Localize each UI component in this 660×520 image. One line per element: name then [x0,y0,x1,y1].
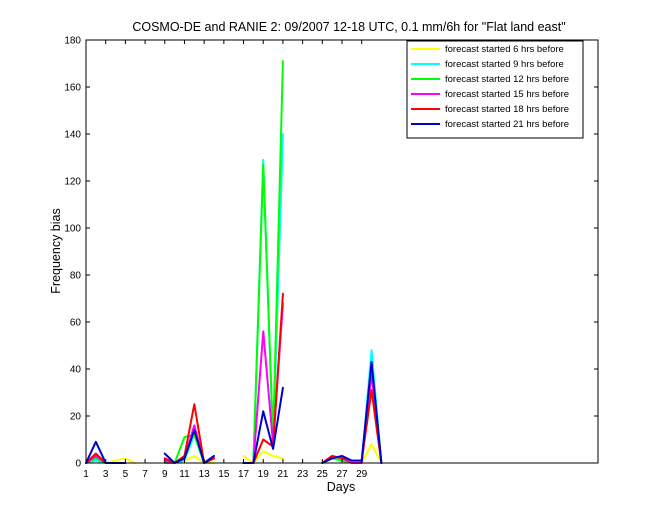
x-tick-label: 27 [336,469,348,480]
x-tick-label: 7 [142,469,148,480]
x-tick-label: 3 [103,469,109,480]
y-tick-label: 40 [70,365,82,376]
y-tick-label: 20 [70,412,82,423]
plot-lines [85,60,383,464]
x-axis-label: Days [327,480,355,494]
legend-label: forecast started 6 hrs before [445,44,564,55]
x-tick-label: 21 [277,469,289,480]
y-axis-label: Frequency bias [49,208,63,293]
series-line-5 [321,360,383,464]
x-tick-label: 1 [83,469,89,480]
x-tick-label: 15 [218,469,230,480]
x-tick-label: 11 [179,469,190,480]
y-tick-label: 80 [70,271,82,282]
y-tick-label: 0 [75,459,81,470]
series-line-5 [163,429,215,464]
x-tick-label: 17 [238,469,250,480]
y-tick-label: 160 [64,83,81,94]
axes: 1 3 5 7 9 11 13 15 17 19 21 23 25 27 29020406080100120… [64,36,598,480]
legend-label: forecast started 15 hrs before [445,89,569,100]
legend-label: forecast started 9 hrs before [445,59,564,70]
x-tick-label: 25 [317,469,329,480]
legend-label: forecast started 18 hrs before [445,104,569,115]
y-tick-label: 180 [64,36,81,47]
x-tick-label: 29 [356,469,368,480]
x-tick-label: 23 [297,469,309,480]
x-tick-label: 9 [162,469,168,480]
y-tick-label: 140 [64,130,81,141]
x-tick-label: 5 [123,469,129,480]
y-tick-label: 60 [70,318,82,329]
y-tick-label: 100 [64,224,81,235]
legend-label: forecast started 21 hrs before [445,119,569,130]
legend-label: forecast started 12 hrs before [445,74,569,85]
x-tick-label: 19 [258,469,270,480]
x-tick-label: 13 [199,469,211,480]
series-line-0 [242,450,284,464]
y-tick-label: 120 [64,177,81,188]
chart-title: COSMO-DE and RANIE 2: 09/2007 12-18 UTC,… [132,20,565,34]
legend: forecast started 6 hrs before forecast st… [406,40,584,139]
legend-box [406,40,584,139]
